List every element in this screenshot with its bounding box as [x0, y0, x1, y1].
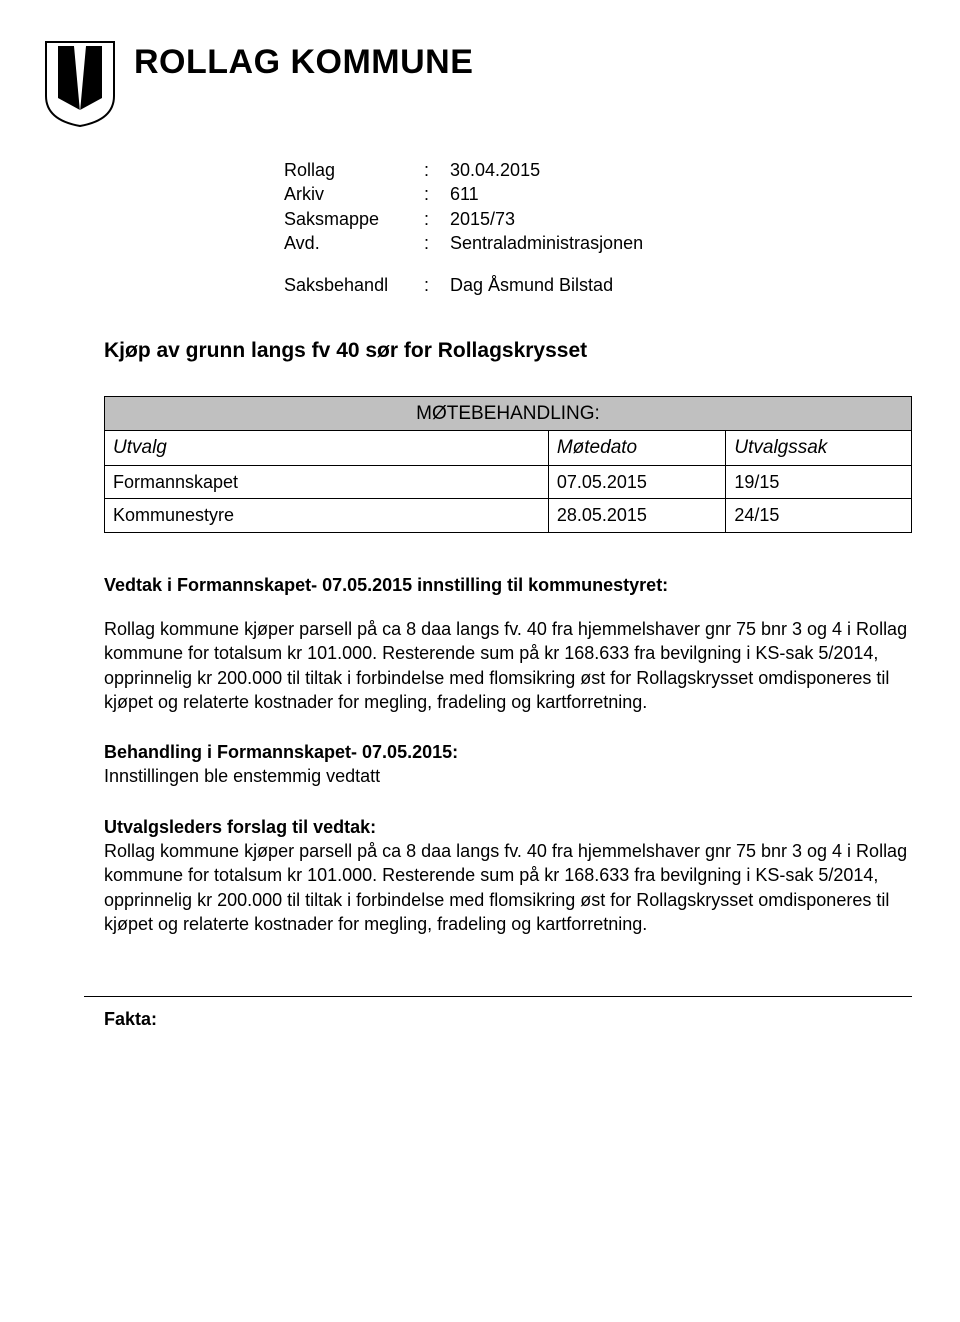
- fakta-label: Fakta:: [104, 1007, 912, 1031]
- meta-label: Saksbehandl: [284, 273, 424, 297]
- meta-label: Saksmappe: [284, 207, 424, 231]
- meta-label: Rollag: [284, 158, 424, 182]
- meta-row: Arkiv : 611: [284, 182, 912, 206]
- meta-value: Sentraladministrasjonen: [450, 231, 912, 255]
- meta-label: Arkiv: [284, 182, 424, 206]
- document-header: ROLLAG KOMMUNE: [104, 40, 912, 128]
- col-utvalg: Utvalg: [105, 431, 549, 466]
- table-row: Kommunestyre 28.05.2015 24/15: [105, 499, 912, 532]
- vedtak-body: Rollag kommune kjøper parsell på ca 8 da…: [104, 617, 912, 714]
- meta-row: Rollag : 30.04.2015: [284, 158, 912, 182]
- meta-colon: :: [424, 182, 450, 206]
- cell-motedato: 07.05.2015: [548, 466, 726, 499]
- meta-colon: :: [424, 231, 450, 255]
- vedtak-heading: Vedtak i Formannskapet- 07.05.2015 innst…: [104, 573, 912, 597]
- meta-value: 2015/73: [450, 207, 912, 231]
- divider: [84, 996, 912, 997]
- cell-motedato: 28.05.2015: [548, 499, 726, 532]
- case-metadata: Rollag : 30.04.2015 Arkiv : 611 Saksmapp…: [284, 158, 912, 297]
- meta-value: 611: [450, 182, 912, 206]
- behandling-heading: Behandling i Formannskapet- 07.05.2015:: [104, 740, 912, 764]
- table-row: Formannskapet 07.05.2015 19/15: [105, 466, 912, 499]
- case-title: Kjøp av grunn langs fv 40 sør for Rollag…: [104, 337, 912, 365]
- meta-value: Dag Åsmund Bilstad: [450, 273, 912, 297]
- cell-utvalg: Kommunestyre: [105, 499, 549, 532]
- meta-row: Saksbehandl : Dag Åsmund Bilstad: [284, 273, 912, 297]
- cell-sak: 19/15: [726, 466, 912, 499]
- col-motedato: Møtedato: [548, 431, 726, 466]
- meta-row: Saksmappe : 2015/73: [284, 207, 912, 231]
- meta-label: Avd.: [284, 231, 424, 255]
- meta-value: 30.04.2015: [450, 158, 912, 182]
- meeting-table: MØTEBEHANDLING: Utvalg Møtedato Utvalgss…: [104, 396, 912, 533]
- organization-name: ROLLAG KOMMUNE: [134, 40, 473, 86]
- meta-colon: :: [424, 158, 450, 182]
- forslag-heading: Utvalgsleders forslag til vedtak:: [104, 815, 912, 839]
- cell-utvalg: Formannskapet: [105, 466, 549, 499]
- meta-colon: :: [424, 273, 450, 297]
- col-utvalgssak: Utvalgssak: [726, 431, 912, 466]
- meta-row: Avd. : Sentraladministrasjonen: [284, 231, 912, 255]
- municipality-logo-icon: [44, 40, 116, 128]
- meta-colon: :: [424, 207, 450, 231]
- cell-sak: 24/15: [726, 499, 912, 532]
- forslag-body: Rollag kommune kjøper parsell på ca 8 da…: [104, 839, 912, 936]
- behandling-body: Innstillingen ble enstemmig vedtatt: [104, 764, 912, 788]
- table-header: MØTEBEHANDLING:: [105, 396, 912, 431]
